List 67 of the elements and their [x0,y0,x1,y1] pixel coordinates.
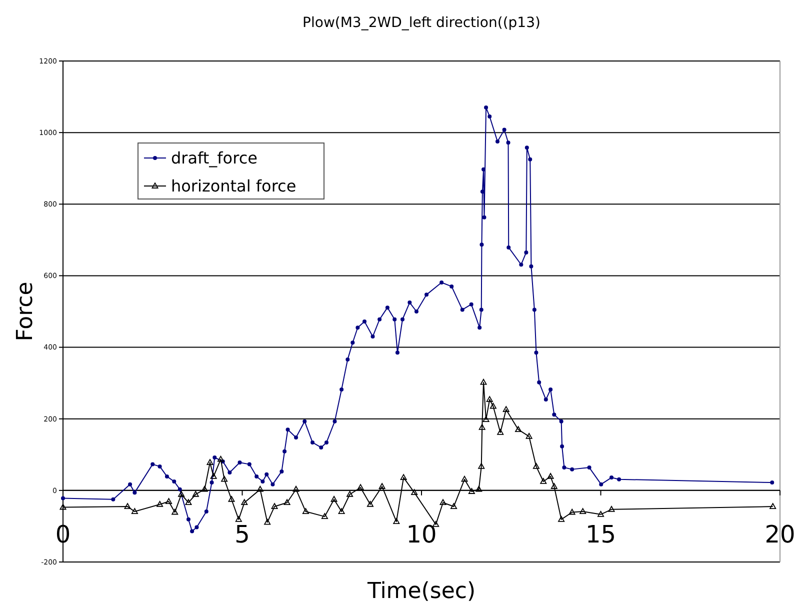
point [547,473,554,479]
point [284,499,290,506]
point [497,429,504,435]
x-axis-title: Time(sec) [366,579,476,604]
x-tick-label: 5 [234,520,250,548]
point [201,486,208,492]
point [131,508,138,514]
x-tick-label: 10 [406,520,437,548]
point [228,496,235,502]
point [172,508,178,515]
point [210,473,217,479]
point [486,396,493,402]
point [502,406,510,412]
point [346,490,354,497]
legend-label: draft_force [171,148,258,168]
point [235,516,242,522]
point [770,503,776,509]
point [461,476,468,482]
point [178,490,185,497]
point [60,504,66,510]
point [241,499,248,506]
point [480,378,487,385]
legend-label: horizontal force [171,176,296,196]
point [526,432,532,439]
point [476,486,482,492]
point [400,474,407,480]
chart-title: Plow(M3_2WD_left direction((p13) [302,15,540,31]
point [540,478,547,484]
point [292,486,300,492]
x-tick-label: 15 [585,520,616,548]
point [271,503,278,509]
point [608,506,615,512]
point [321,513,328,519]
point [256,486,264,492]
point [490,402,496,409]
point [302,508,309,514]
point [357,484,364,490]
point [580,508,586,514]
point [378,483,386,489]
point [515,426,522,432]
point [124,503,131,509]
point [440,499,446,506]
point [598,510,604,517]
point [156,500,164,507]
point [366,500,374,507]
point [482,416,490,422]
point [532,463,540,469]
point [330,496,338,502]
point [468,488,475,494]
point [264,518,271,525]
point [192,490,199,497]
point [411,489,418,496]
point [550,483,558,489]
point [478,424,486,430]
y-axis-title: Force [13,282,38,342]
point [185,499,192,506]
point [393,518,400,524]
point [166,498,172,504]
point [206,459,214,465]
point [558,516,565,522]
point [221,476,228,482]
x-tick-label: 20 [764,520,796,548]
point [217,456,224,462]
point [338,508,345,514]
point [478,463,485,469]
point [568,508,576,515]
point [450,503,458,509]
